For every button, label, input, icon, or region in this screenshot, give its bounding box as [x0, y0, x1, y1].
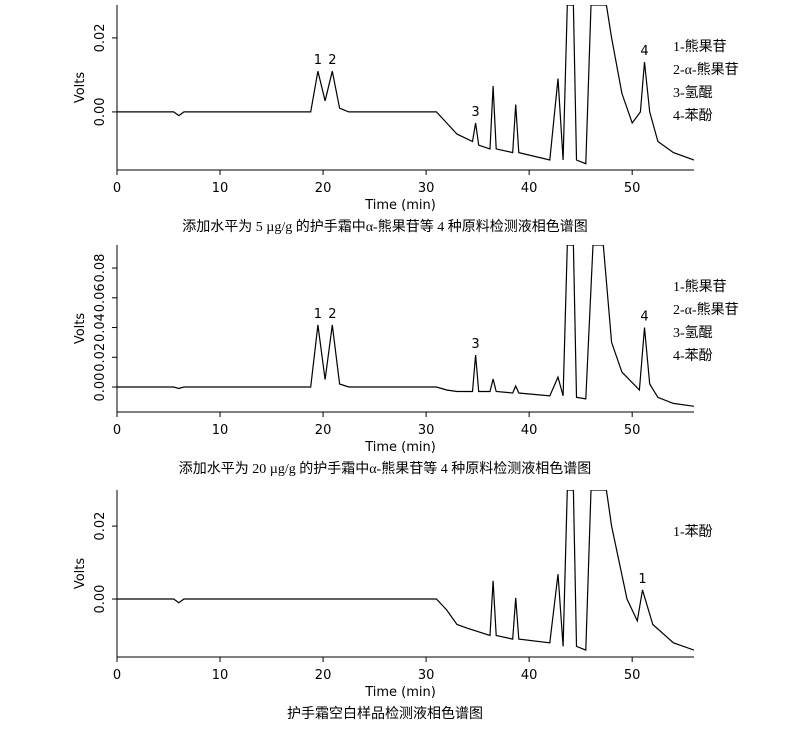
- x-tick-label: 30: [418, 668, 435, 683]
- trace: [117, 5, 694, 165]
- peak-label: 1: [314, 53, 322, 68]
- x-tick-label: 0: [113, 181, 121, 196]
- x-tick-label: 10: [212, 423, 229, 438]
- x-tick-label: 40: [521, 423, 538, 438]
- y-tick-label: 0.02: [93, 343, 108, 372]
- x-axis-label: Time (min): [364, 440, 436, 455]
- panel: 0 10 20 30 40 50 0.00 0.02 Time (min) Volts 添加水平为 …: [73, 5, 739, 235]
- y-axis-label: Volts: [73, 72, 88, 104]
- y-tick-label: 0.08: [93, 254, 108, 283]
- caption: 添加水平为 20 µg/g 的护手霜中α-熊果苷等 4 种原料检测液相色谱图: [179, 460, 591, 477]
- trace: [117, 245, 694, 407]
- caption: 添加水平为 5 µg/g 的护手霜中α-熊果苷等 4 种原料检测液相色谱图: [182, 218, 587, 235]
- x-tick-label: 20: [315, 423, 332, 438]
- caption: 护手霜空白样品检测液相色谱图: [287, 705, 483, 722]
- y-tick-label: 0.00: [93, 97, 108, 126]
- x-tick-label: 10: [212, 668, 229, 683]
- peak-label: 2: [328, 53, 336, 68]
- legend-text: 1-熊果苷: [673, 279, 727, 295]
- peak-label: 3: [471, 105, 479, 120]
- trace: [117, 490, 694, 651]
- x-tick-label: 20: [315, 668, 332, 683]
- peak-label: 1: [314, 307, 322, 322]
- legend-text: 4-苯酚: [673, 107, 713, 124]
- x-tick-label: 10: [212, 181, 229, 196]
- x-tick-label: 20: [315, 181, 332, 196]
- x-tick-label: 0: [113, 423, 121, 438]
- x-tick-label: 30: [418, 423, 435, 438]
- x-tick-label: 40: [521, 668, 538, 683]
- legend-text: 2-α-熊果苷: [673, 302, 739, 318]
- legend-text: 1-苯酚: [673, 523, 713, 540]
- legend-text: 3-氢醌: [673, 85, 713, 101]
- peak-label: 1: [638, 572, 646, 587]
- peak-label: 2: [328, 307, 336, 322]
- x-axis-label: Time (min): [364, 198, 436, 213]
- peak-label: 4: [640, 44, 648, 59]
- x-tick-label: 50: [624, 423, 641, 438]
- x-axis-label: Time (min): [364, 685, 436, 700]
- panel: 0 10 20 30 40 50 0.00 0.02 Time (min) Volts 护手霜空白样…: [73, 490, 713, 722]
- x-tick-label: 40: [521, 181, 538, 196]
- legend-text: 4-苯酚: [673, 347, 713, 364]
- x-tick-label: 50: [624, 181, 641, 196]
- y-tick-label: 0.00: [93, 373, 108, 402]
- y-tick-label: 0.04: [93, 313, 108, 342]
- y-tick-label: 0.02: [93, 23, 108, 52]
- y-tick-label: 0.06: [93, 283, 108, 312]
- y-axis-label: Volts: [73, 558, 88, 590]
- x-tick-label: 30: [418, 181, 435, 196]
- peak-label: 3: [471, 337, 479, 352]
- x-tick-label: 0: [113, 668, 121, 683]
- y-tick-label: 0.02: [93, 512, 108, 541]
- panel: 0 10 20 30 40 50 0.000.020.040.060.08 Time (min…: [73, 245, 739, 477]
- legend-text: 2-α-熊果苷: [673, 62, 739, 78]
- x-tick-label: 50: [624, 668, 641, 683]
- legend-text: 3-氢醌: [673, 325, 713, 341]
- legend-text: 1-熊果苷: [673, 39, 727, 55]
- peak-label: 4: [640, 310, 648, 325]
- y-axis-label: Volts: [73, 313, 88, 345]
- y-tick-label: 0.00: [93, 585, 108, 614]
